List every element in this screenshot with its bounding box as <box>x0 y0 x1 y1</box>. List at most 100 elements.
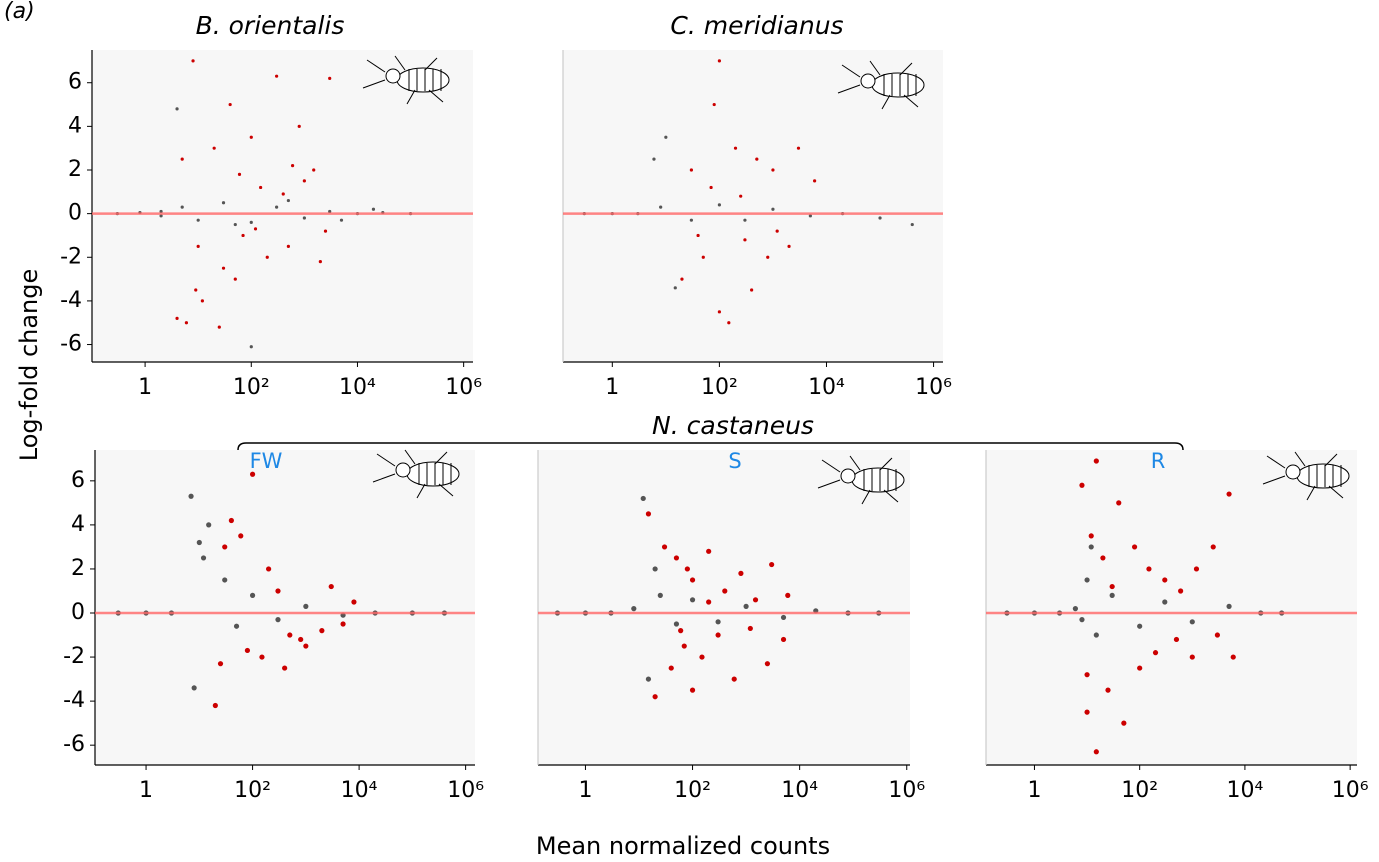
data-point <box>645 511 652 517</box>
data-point <box>217 325 221 329</box>
data-point <box>910 222 914 227</box>
data-point <box>328 209 332 214</box>
y-tick-label: -6 <box>63 732 85 757</box>
data-point <box>312 168 316 172</box>
plot-background <box>95 450 475 765</box>
insect-leg <box>817 479 841 489</box>
x-tick-label: 1 <box>605 375 619 400</box>
data-point <box>678 628 684 634</box>
group-title: N. castaneus <box>652 411 814 440</box>
data-point <box>733 146 738 150</box>
data-point <box>249 345 253 349</box>
data-point <box>328 76 332 80</box>
panel-title: C. meridianus <box>670 11 843 40</box>
data-point <box>673 555 680 561</box>
data-point <box>253 227 258 231</box>
data-point <box>771 207 775 211</box>
data-point <box>371 207 376 211</box>
x-tick-label: 10² <box>701 375 738 400</box>
data-point <box>668 665 674 671</box>
x-tick-label: 1 <box>138 375 152 400</box>
data-point <box>717 59 721 63</box>
data-point <box>1162 599 1168 605</box>
data-point <box>221 266 226 270</box>
data-point <box>244 647 251 654</box>
panel-label: (a) <box>4 0 35 24</box>
y-tick-label: -4 <box>63 688 85 713</box>
panel-title: FW <box>250 449 283 473</box>
data-point <box>233 623 240 629</box>
data-point <box>1162 577 1168 583</box>
insect-head <box>385 68 401 84</box>
data-point <box>303 643 309 649</box>
plot-background <box>538 450 910 765</box>
data-point <box>652 694 658 700</box>
data-point <box>652 566 658 572</box>
x-tick-label: 10² <box>674 778 711 803</box>
data-point <box>1152 650 1159 656</box>
data-point <box>743 218 747 222</box>
insect-leg <box>1328 485 1344 499</box>
insect-icon <box>1262 451 1350 501</box>
insect-head <box>1285 464 1301 480</box>
data-point <box>290 164 295 168</box>
data-point <box>743 238 747 242</box>
group-bracket <box>237 442 1184 451</box>
data-point <box>222 544 228 550</box>
data-point <box>706 548 712 554</box>
insect-leg <box>899 62 913 76</box>
data-point <box>318 260 322 264</box>
data-point <box>259 185 263 190</box>
x-tick-label: 10⁴ <box>781 778 818 803</box>
data-point <box>631 606 637 612</box>
insect-leg <box>1294 451 1306 467</box>
data-point <box>764 661 771 667</box>
data-point <box>249 220 253 224</box>
insect-leg <box>372 473 396 483</box>
insect-leg <box>362 79 386 89</box>
data-point <box>1137 665 1143 671</box>
data-point <box>238 533 244 539</box>
data-point <box>339 218 344 222</box>
x-tick-label: 10² <box>234 778 271 803</box>
data-point <box>217 661 224 667</box>
data-point <box>175 316 179 320</box>
y-tick-label: 0 <box>68 201 82 226</box>
x-tick-label: 10⁴ <box>808 375 845 400</box>
data-point <box>1088 533 1094 539</box>
x-tick-label: 10⁶ <box>888 778 925 803</box>
data-point <box>1189 654 1195 660</box>
data-point <box>701 255 705 259</box>
insect-leg <box>376 453 396 467</box>
data-point <box>699 654 705 660</box>
insect-leg <box>404 449 416 465</box>
data-point <box>689 577 696 583</box>
data-point <box>221 201 226 205</box>
insect-leg <box>424 57 438 71</box>
data-point <box>1230 654 1236 660</box>
data-point <box>184 321 189 325</box>
data-point <box>1214 632 1220 638</box>
data-point <box>652 157 656 161</box>
data-point <box>282 665 288 671</box>
data-point <box>661 544 668 550</box>
insect-leg <box>416 483 426 499</box>
data-point <box>196 539 202 546</box>
data-point <box>206 522 212 528</box>
data-point <box>1079 482 1085 488</box>
data-point <box>1093 632 1099 638</box>
y-axis-label: Log-fold change <box>15 269 43 462</box>
data-point <box>1093 458 1099 464</box>
data-point <box>1131 544 1138 550</box>
data-point <box>303 603 309 609</box>
data-point <box>780 636 787 643</box>
data-point <box>1226 491 1232 497</box>
data-point <box>159 214 163 218</box>
y-tick-label: 4 <box>71 512 85 537</box>
data-point <box>180 157 184 161</box>
data-point <box>1100 555 1106 561</box>
insect-leg <box>881 94 891 110</box>
insect-leg <box>366 59 386 73</box>
insect-leg <box>394 55 406 71</box>
data-point <box>266 566 272 572</box>
